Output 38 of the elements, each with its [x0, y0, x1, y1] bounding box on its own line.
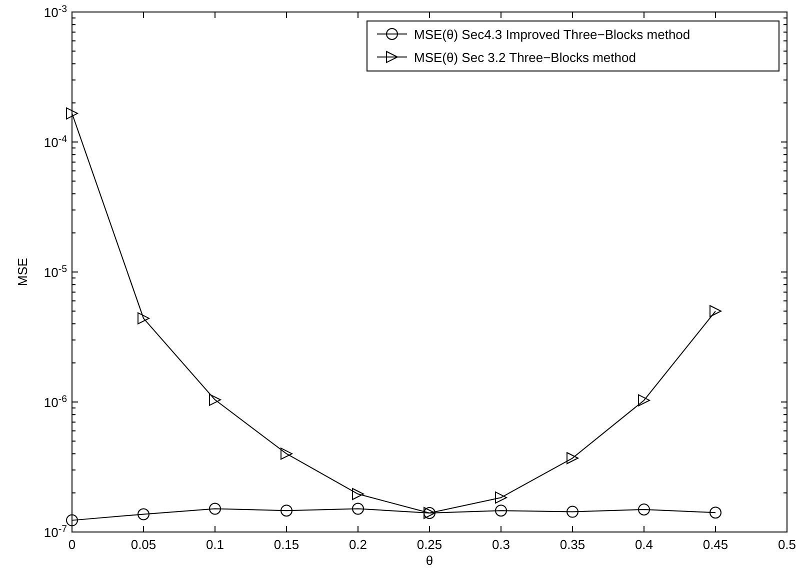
point: [495, 492, 507, 504]
point: [566, 452, 578, 464]
y-tick-label: 10$^{-5}$: [44, 264, 68, 280]
point: [209, 394, 221, 406]
point: [495, 504, 507, 517]
point: [280, 448, 292, 460]
x-tick-label: 0.35: [560, 537, 586, 552]
point: [138, 508, 150, 520]
point: [566, 506, 578, 518]
point: [352, 502, 364, 515]
legend-label: MSE(θ) Sec 3.2 Three−Blocks method: [414, 50, 636, 65]
point: [352, 488, 364, 500]
legend-label: MSE(θ) Sec4.3 Improved Three−Blocks method: [414, 27, 690, 42]
point: [638, 503, 650, 516]
x-tick-label: 0.4: [634, 537, 654, 552]
x-tick-label: 0.05: [130, 537, 156, 552]
x-axis-title: θ: [426, 553, 434, 568]
y-tick-label: 10$^{-3}$: [44, 4, 67, 20]
y-tick-label: 10$^{-6}$: [44, 394, 67, 410]
x-tick-label: 0.2: [348, 537, 368, 552]
point: [710, 506, 722, 519]
x-tick-label: 0.25: [416, 537, 442, 552]
y-tick-label: 10$^{-7}$: [44, 524, 67, 540]
x-tick-label: 0.5: [778, 537, 796, 552]
x-tick-label: 0.45: [702, 537, 728, 552]
point: [66, 514, 78, 526]
point: [280, 504, 292, 517]
y-tick-label: 10$^{-4}$: [44, 134, 68, 150]
x-tick-label: 0.3: [492, 537, 510, 552]
point: [209, 502, 221, 515]
x-tick-label: 0.15: [274, 537, 300, 552]
x-tick-label: 0.1: [206, 537, 224, 552]
point: [710, 305, 722, 318]
point: [638, 394, 650, 406]
x-tick-label: 0: [68, 537, 76, 552]
y-axis-title: MSE: [15, 258, 30, 286]
point: [66, 107, 78, 120]
point: [138, 312, 150, 324]
